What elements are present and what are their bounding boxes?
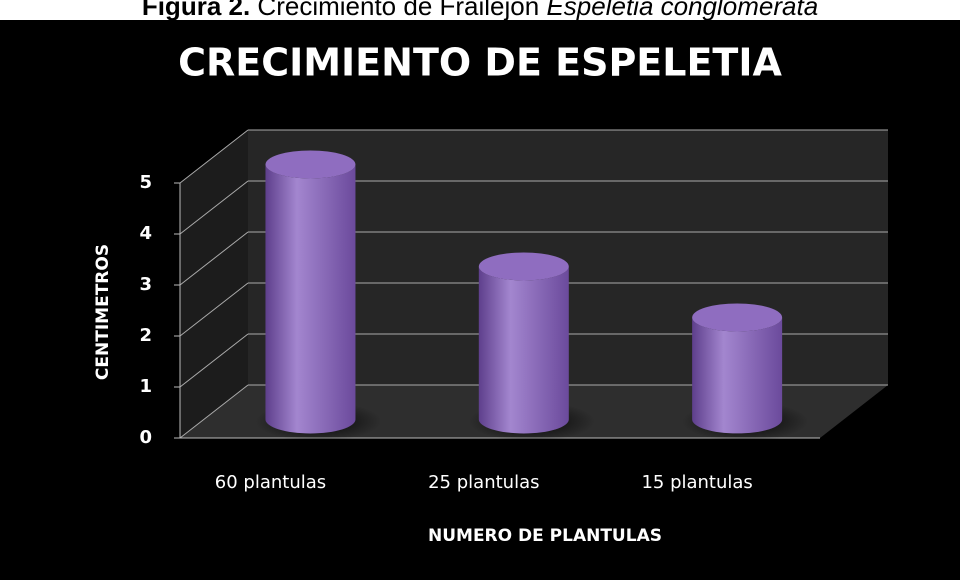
y-tick-label: 2 xyxy=(139,325,152,346)
y-tick-label: 3 xyxy=(139,274,152,295)
x-axis-title: NUMERO DE PLANTULAS xyxy=(428,526,662,546)
x-tick-label: 25 plantulas xyxy=(428,472,539,493)
caption: Figura 2. Crecimiento de Frailejón Espel… xyxy=(0,0,960,22)
grid-line xyxy=(179,231,249,286)
caption-text: Crecimiento de Frailejón xyxy=(257,0,540,21)
bar xyxy=(265,164,356,434)
bar xyxy=(692,317,783,434)
grid-line xyxy=(179,384,249,439)
y-tick-label: 4 xyxy=(139,223,152,244)
bar-top xyxy=(478,252,569,281)
y-tick-label: 1 xyxy=(139,376,152,397)
y-tick-label: 0 xyxy=(139,427,152,448)
x-tick-label: 60 plantulas xyxy=(215,472,326,493)
y-tick-label: 5 xyxy=(139,172,152,193)
y-axis-title: CENTIMETROS xyxy=(93,244,113,380)
side-wall xyxy=(180,130,248,438)
chart-title: CRECIMIENTO DE ESPELETIA xyxy=(178,41,782,85)
bar xyxy=(478,266,569,434)
bar-top xyxy=(265,150,356,179)
caption-label: Figura 2. xyxy=(141,0,251,21)
x-tick-label: 15 plantulas xyxy=(641,472,752,493)
caption-species: Espeletia conglomerata xyxy=(546,0,819,21)
grid-line xyxy=(179,282,249,337)
grid-line xyxy=(179,333,249,388)
bar-top xyxy=(692,303,783,332)
grid-line xyxy=(179,180,249,235)
grid-line xyxy=(179,129,249,184)
